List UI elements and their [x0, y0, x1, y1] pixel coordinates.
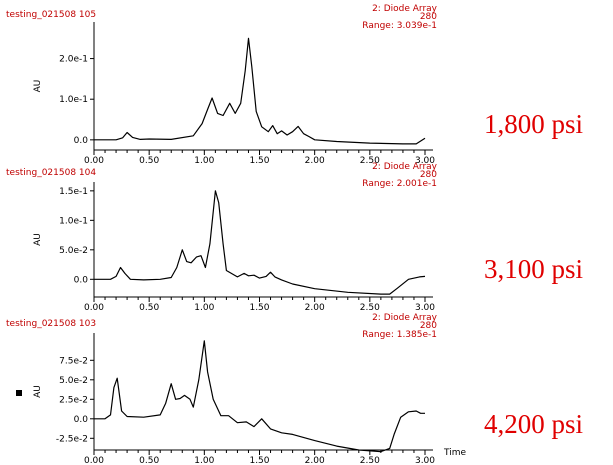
range-label: Range: 1.385e-1 [362, 330, 437, 340]
x-tick-label: 1.00 [194, 156, 214, 166]
y-axis-label: AU [33, 233, 43, 246]
x-axis-label: Time [443, 448, 466, 458]
pressure-label: 3,100 psi [484, 254, 583, 284]
y-tick-label: 1.0e-1 [59, 95, 88, 105]
y-tick-label: -2.5e-2 [56, 434, 88, 444]
run-label: testing_021508 104 [6, 168, 96, 178]
range-label: Range: 2.001e-1 [362, 179, 437, 189]
wavelength-label: 280 [420, 321, 437, 331]
x-tick-label: 0.00 [84, 156, 104, 166]
y-tick-label: 0.0 [74, 415, 89, 425]
x-tick-label: 1.50 [249, 156, 269, 166]
x-tick-label: 0.00 [84, 303, 104, 313]
y-tick-label: 1.0e-1 [59, 216, 88, 226]
x-tick-label: 2.00 [305, 456, 325, 465]
marker-square [16, 390, 22, 396]
detector-label: 2: Diode Array [372, 4, 438, 14]
run-label: testing_021508 103 [6, 319, 96, 329]
y-tick-label: 2.5e-2 [59, 395, 88, 405]
x-tick-label: 2.50 [360, 156, 380, 166]
x-tick-label: 1.00 [194, 456, 214, 465]
x-tick-label: 2.50 [360, 303, 380, 313]
x-tick-label: 3.00 [415, 456, 435, 465]
run-label: testing_021508 105 [6, 10, 96, 20]
y-tick-label: 2.0e-1 [59, 55, 88, 65]
detector-label: 2: Diode Array [372, 162, 438, 172]
y-axis-label: AU [33, 80, 43, 93]
x-tick-label: 2.00 [305, 156, 325, 166]
x-tick-label: 0.50 [139, 456, 159, 465]
chromatogram-trace [94, 37, 426, 145]
x-tick-label: 1.00 [194, 303, 214, 313]
y-tick-label: 0.0 [74, 136, 89, 146]
x-tick-label: 1.50 [249, 303, 269, 313]
chromatogram-trace [94, 190, 426, 295]
wavelength-label: 280 [420, 12, 437, 22]
x-tick-label: 2.00 [305, 303, 325, 313]
x-tick-label: 0.50 [139, 156, 159, 166]
range-label: Range: 3.039e-1 [362, 21, 437, 31]
pressure-label: 4,200 psi [484, 409, 583, 439]
detector-label: 2: Diode Array [372, 313, 438, 323]
chromatogram-trace [94, 340, 425, 453]
x-tick-label: 0.00 [84, 456, 104, 465]
y-tick-label: 0.0 [74, 275, 89, 285]
x-tick-label: 3.00 [415, 156, 435, 166]
x-tick-label: 2.50 [360, 456, 380, 465]
x-tick-label: 3.00 [415, 303, 435, 313]
wavelength-label: 280 [420, 170, 437, 180]
x-tick-label: 1.50 [249, 456, 269, 465]
y-tick-label: 7.5e-2 [59, 356, 88, 366]
y-tick-label: 1.5e-1 [59, 187, 88, 197]
pressure-label: 1,800 psi [484, 109, 583, 139]
y-axis-label: AU [33, 385, 43, 398]
y-tick-label: 5.0e-2 [59, 376, 88, 386]
y-tick-label: 5.0e-2 [59, 246, 88, 256]
x-tick-label: 0.50 [139, 303, 159, 313]
